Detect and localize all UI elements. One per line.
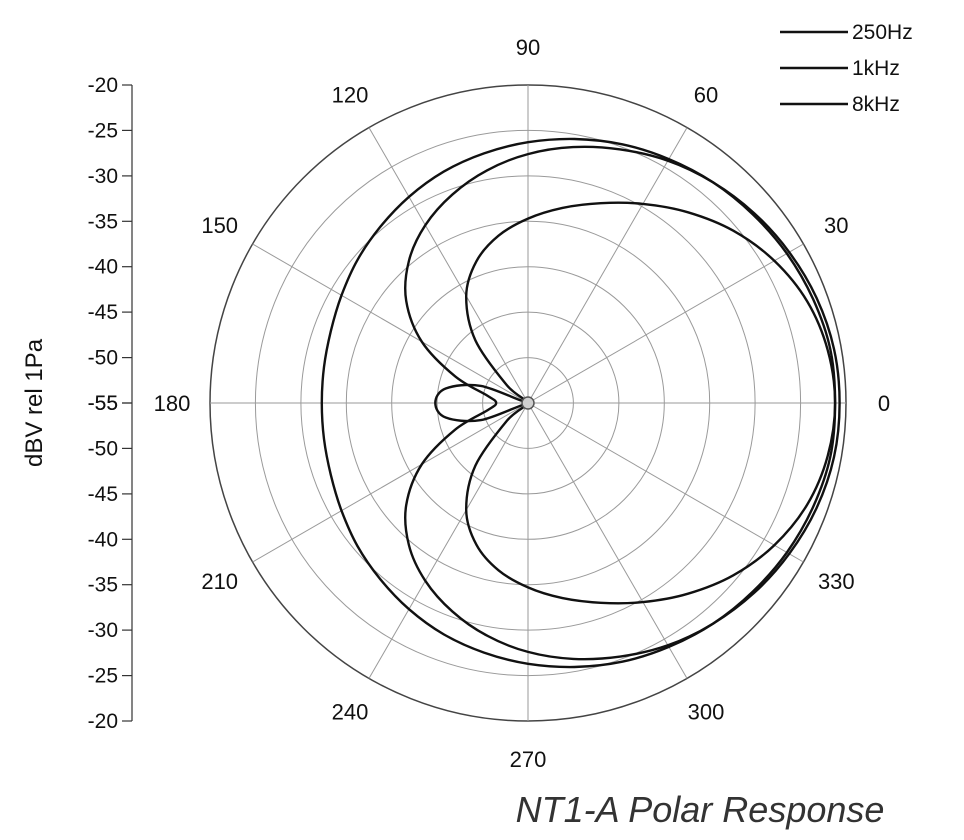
legend-label-8kHz: 8kHz [852,93,900,116]
angle-label-90: 90 [516,35,540,60]
radial-tick-label-lower-7: -20 [88,710,118,733]
radial-tick-label-lower-0: -55 [88,392,118,415]
grid-spoke-1 [528,244,803,403]
radial-tick-label-lower-2: -45 [88,483,118,506]
radial-tick-label-upper-3: -35 [88,210,118,233]
pole-marker-dot [522,397,534,409]
grid-spoke-11 [528,403,803,562]
radial-tick-label-lower-3: -40 [88,528,118,551]
y-axis-label: dBV rel 1Pa [21,338,48,467]
angle-label-240: 240 [332,699,369,724]
radial-tick-label-lower-4: -35 [88,574,118,597]
angle-label-270: 270 [510,747,547,772]
angle-label-30: 30 [824,213,848,238]
radial-axis: -20-25-30-35-40-45-50-55-55-50-45-40-35-… [88,74,132,733]
radial-tick-label-upper-2: -30 [88,165,118,188]
grid-spoke-7 [253,403,528,562]
legend: 250Hz 1kHz 8kHz [780,21,913,116]
angle-label-0: 0 [878,391,890,416]
legend-label-1kHz: 1kHz [852,57,900,80]
chart-title: NT1-A Polar Response [516,789,885,830]
angle-label-120: 120 [332,83,369,108]
legend-label-250Hz: 250Hz [852,21,913,44]
grid-spoke-10 [528,403,687,678]
angle-label-180: 180 [154,391,191,416]
radial-tick-label-lower-1: -50 [88,437,118,460]
radial-tick-label-upper-1: -25 [88,119,118,142]
angle-label-210: 210 [201,569,238,594]
pole-marker [522,397,534,409]
grid-spoke-5 [253,244,528,403]
angle-label-330: 330 [818,569,855,594]
radial-tick-label-upper-5: -45 [88,301,118,324]
radial-tick-label-lower-5: -30 [88,619,118,642]
radial-tick-label-upper-0: -20 [88,74,118,97]
angle-label-300: 300 [688,699,725,724]
radial-tick-label-upper-4: -40 [88,256,118,279]
radial-tick-label-upper-6: -50 [88,347,118,370]
radial-tick-label-lower-6: -25 [88,665,118,688]
grid-spoke-2 [528,128,687,403]
angle-label-150: 150 [201,213,238,238]
angle-label-60: 60 [694,83,718,108]
